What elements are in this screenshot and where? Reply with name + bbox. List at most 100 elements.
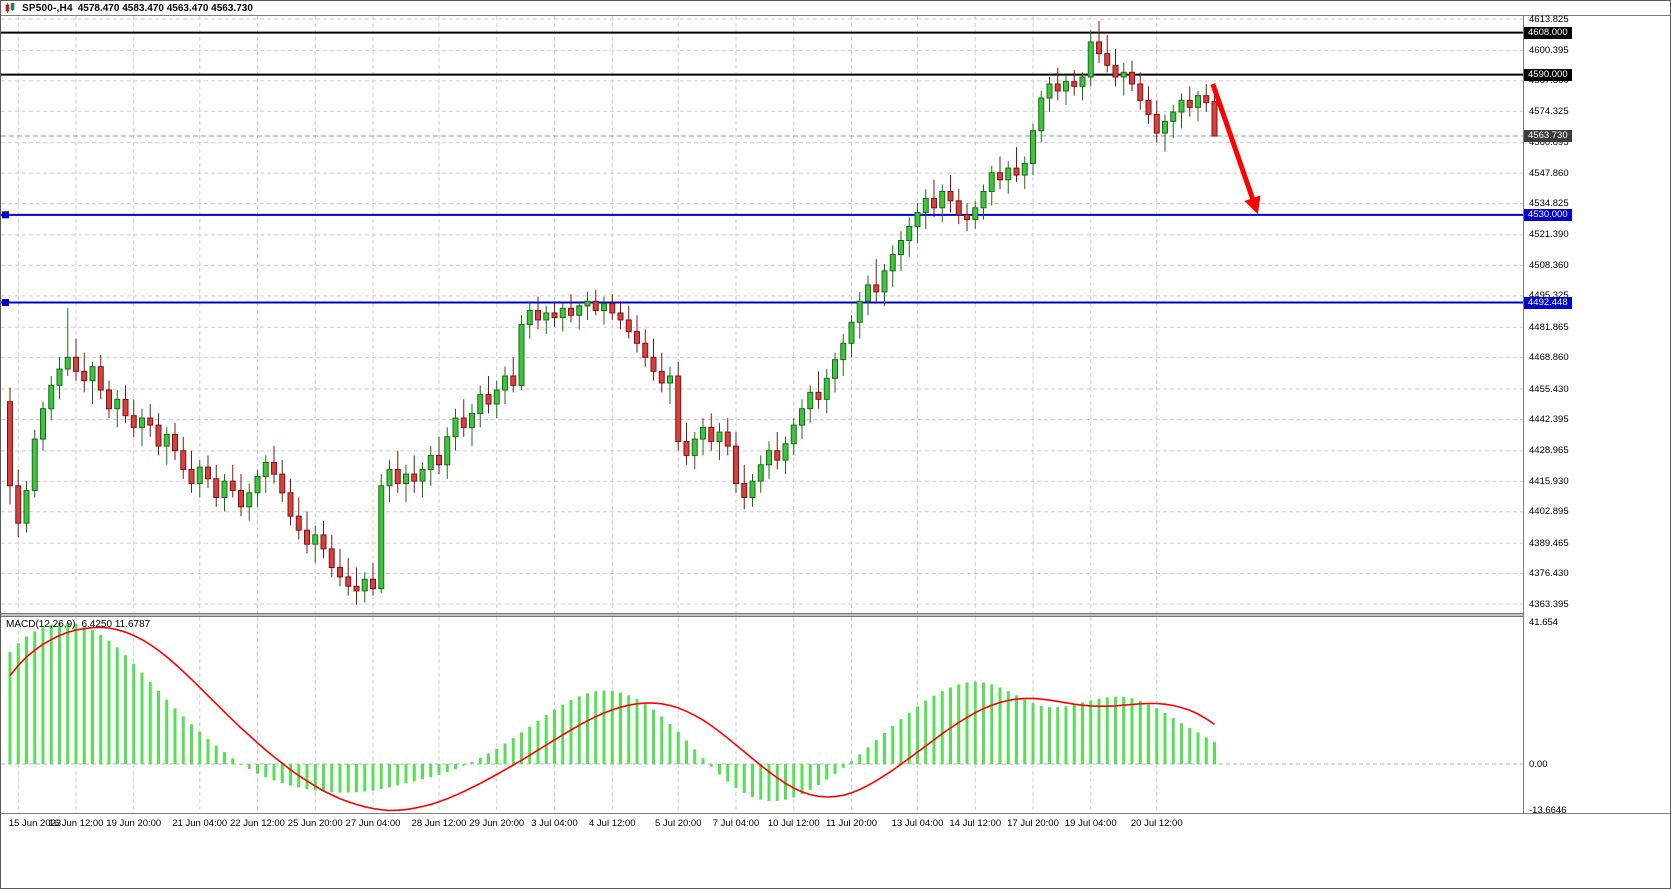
macd-histogram-bar [932, 695, 936, 764]
time-axis-label: 19 Jun 20:00 [106, 818, 162, 829]
time-axis-label: 3 Jul 04:00 [531, 818, 578, 829]
macd-histogram-bar [305, 764, 309, 790]
price-tick-label: 4495.325 [1529, 290, 1569, 301]
price-chart-canvas[interactable] [1, 16, 1523, 613]
candle-bull [601, 303, 607, 312]
candle-bear [345, 576, 352, 587]
down-arrow-annotation[interactable] [1210, 83, 1261, 215]
macd-histogram-bar [429, 764, 433, 778]
macd-histogram-bar [1130, 698, 1134, 764]
candle-bull [254, 475, 261, 494]
macd-histogram-bar [916, 706, 919, 764]
macd-histogram-bar [759, 764, 763, 800]
candle-bull [881, 270, 888, 293]
candle-bull [477, 394, 484, 414]
macd-histogram-bar [198, 731, 202, 764]
macd-histogram-bar [1122, 697, 1126, 764]
macd-histogram-bar [1213, 742, 1216, 764]
time-axis-label: 7 Jul 04:00 [712, 818, 760, 829]
candle-bull [559, 307, 566, 319]
candle-bull [312, 534, 319, 545]
macd-histogram-bar [49, 624, 53, 764]
time-axis[interactable]: 15 Jun 2023 16 Jun 12:00 19 Jun 20:00 21 Ju… [1, 813, 1670, 835]
candle-bull [1170, 111, 1177, 122]
macd-histogram-bar [627, 695, 631, 764]
candle-bear [658, 370, 665, 384]
candle-bear [617, 312, 624, 321]
macd-histogram-bar [751, 764, 754, 797]
candle-bear [1071, 81, 1078, 87]
candle-bear [328, 548, 335, 569]
macd-canvas[interactable] [1, 617, 1523, 813]
macd-histogram-bar [1155, 708, 1159, 764]
pane-divider[interactable] [1, 613, 1670, 617]
price-tick-label: 4534.825 [1529, 198, 1569, 210]
candle-bull [526, 310, 533, 326]
macd-histogram-bar [990, 684, 994, 764]
macd-histogram-bar [1015, 695, 1018, 764]
candle-bear [304, 529, 310, 545]
candle-bull [518, 324, 525, 386]
macd-histogram-bar [965, 682, 969, 764]
time-axis-label: 14 Jul 12:00 [949, 818, 1002, 829]
candle-bear [815, 391, 822, 400]
macd-histogram-bar [734, 764, 738, 788]
macd-histogram-bar [553, 709, 556, 764]
candle-bull [1063, 81, 1069, 92]
hline-handle[interactable] [2, 299, 9, 307]
macd-histogram-bar [503, 743, 507, 764]
macd-histogram-bar [1163, 713, 1167, 764]
time-axis-label: 22 Jun 12:00 [230, 818, 285, 829]
macd-histogram-bar [528, 726, 532, 764]
support-level-tag: 4530.000 [1524, 208, 1572, 221]
macd-histogram-bar [25, 636, 28, 764]
candle-bull [914, 211, 921, 227]
resistance-level-tag: 4590.000 [1524, 68, 1572, 81]
candle-bear [964, 214, 970, 220]
time-axis-label: 11 Jul 20:00 [825, 818, 878, 829]
macd-histogram-bar [280, 764, 284, 784]
time-axis-label: 29 Jun 20:00 [469, 818, 525, 829]
macd-histogram-bar [264, 764, 268, 778]
macd-histogram-bar [825, 764, 829, 780]
macd-histogram-bar [850, 761, 853, 764]
candle-bear [155, 424, 162, 447]
macd-histogram-bar [792, 764, 796, 798]
macd-histogram-bar [371, 764, 375, 791]
macd-histogram-bar [520, 732, 523, 764]
price-axis[interactable]: 4613.825 4600.395 4587.360 4574.325 4560.895… [1523, 14, 1670, 816]
macd-histogram-bar [1171, 718, 1175, 764]
macd-histogram-bar [833, 764, 837, 774]
candle-bull [502, 375, 508, 391]
candle-bull [262, 461, 269, 477]
candle-bull [1005, 167, 1012, 181]
candle-bull [1021, 162, 1028, 176]
candle-bear [708, 426, 715, 442]
hline-handle[interactable] [2, 211, 9, 219]
candle-bear [337, 567, 343, 578]
candle-bear [997, 172, 1003, 181]
macd-histogram-bar [115, 647, 119, 764]
macd-histogram-bar [718, 764, 721, 775]
macd-histogram-bar [173, 708, 177, 764]
candle-bull [757, 464, 764, 482]
candle-bear [1203, 95, 1210, 104]
macd-histogram-bar [577, 696, 581, 764]
macd-histogram-bar [610, 690, 614, 764]
macd-axis-label: 0.00 [1529, 758, 1548, 770]
macd-histogram-bar [421, 764, 424, 780]
macd-histogram-bar [346, 764, 350, 793]
macd-histogram-bar [1097, 698, 1101, 764]
macd-histogram-bar [487, 753, 490, 764]
candle-bull [246, 492, 253, 508]
resistance-level-tag: 4608.000 [1524, 26, 1572, 39]
time-axis-label: 13 Jul 04:00 [891, 818, 944, 829]
macd-histogram-bar [16, 643, 20, 764]
candle-bull [361, 578, 368, 592]
candle-bull [856, 300, 863, 323]
candle-bull [939, 190, 946, 209]
candle-bear [1211, 101, 1218, 137]
candle-bear [1137, 83, 1144, 101]
price-tick-label: 4508.360 [1529, 259, 1569, 271]
candle-bear [1096, 41, 1102, 55]
